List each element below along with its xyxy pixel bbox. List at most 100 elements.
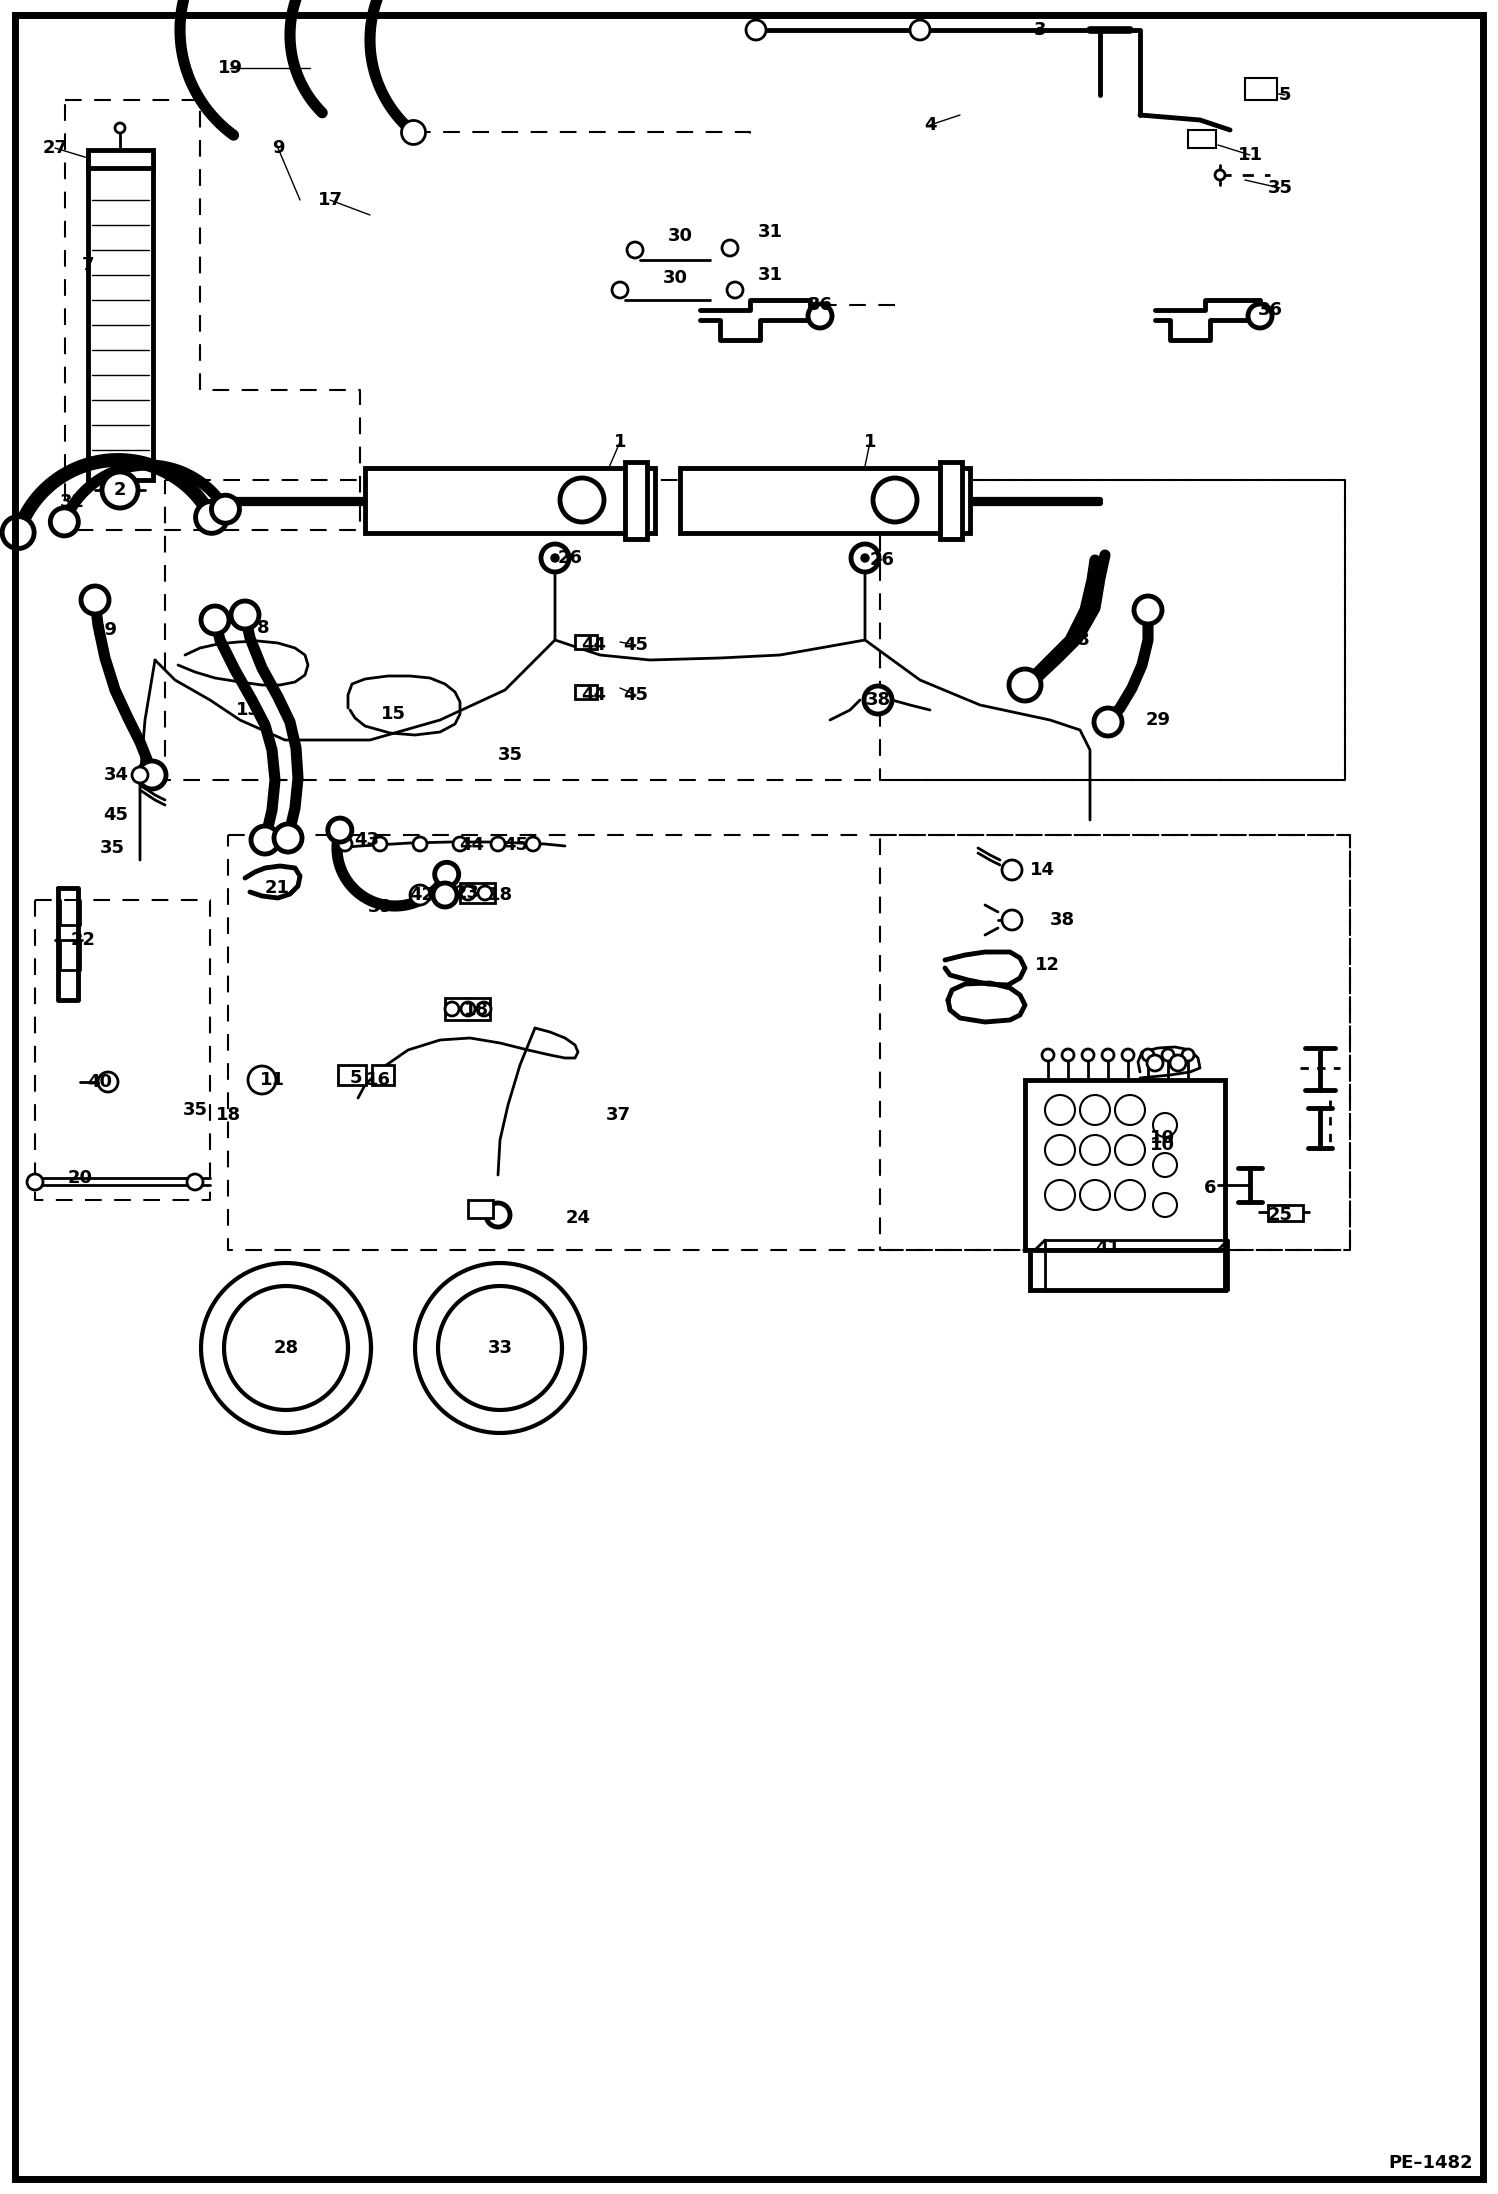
Circle shape	[115, 123, 124, 134]
Bar	[941, 463, 962, 540]
Text: 2: 2	[114, 480, 126, 498]
Circle shape	[102, 472, 138, 509]
Text: 10: 10	[1149, 1136, 1174, 1154]
Bar	[575, 685, 598, 700]
Text: 32: 32	[60, 494, 84, 511]
Circle shape	[51, 507, 78, 535]
Text: 30: 30	[668, 226, 692, 246]
Circle shape	[1103, 1049, 1115, 1062]
Bar	[445, 998, 490, 1020]
Text: 45: 45	[623, 687, 649, 704]
Circle shape	[27, 1174, 43, 1189]
Text: 11: 11	[259, 1071, 285, 1088]
Text: 28: 28	[274, 1338, 298, 1358]
Circle shape	[445, 1003, 458, 1016]
Text: 26: 26	[869, 551, 894, 568]
Text: 33: 33	[487, 1338, 512, 1358]
Circle shape	[1115, 1095, 1144, 1126]
Circle shape	[1122, 1049, 1134, 1062]
Text: 36: 36	[807, 296, 833, 314]
Circle shape	[1115, 1134, 1144, 1165]
Text: 20: 20	[67, 1169, 93, 1187]
Circle shape	[132, 768, 148, 783]
Text: 7: 7	[82, 257, 94, 274]
Circle shape	[476, 1003, 491, 1016]
Circle shape	[1115, 1180, 1144, 1211]
Text: 18: 18	[487, 886, 512, 904]
Text: 10: 10	[1149, 1130, 1174, 1147]
Circle shape	[727, 283, 743, 298]
Circle shape	[373, 836, 386, 851]
Circle shape	[722, 239, 739, 257]
Text: 41: 41	[1095, 1240, 1121, 1257]
Circle shape	[1046, 1134, 1076, 1165]
Text: 23: 23	[454, 884, 479, 902]
Circle shape	[1170, 1055, 1186, 1071]
Text: 45: 45	[503, 836, 529, 853]
Text: 44: 44	[581, 687, 607, 704]
Circle shape	[526, 836, 539, 851]
Text: 31: 31	[758, 265, 782, 283]
Text: 38: 38	[866, 691, 891, 709]
Circle shape	[1162, 1049, 1174, 1062]
Text: 19: 19	[217, 59, 243, 77]
Circle shape	[851, 544, 879, 573]
Text: 44: 44	[460, 836, 484, 853]
Circle shape	[1062, 1049, 1074, 1062]
Circle shape	[452, 836, 467, 851]
Text: 5: 5	[349, 1068, 363, 1086]
Text: 45: 45	[103, 805, 129, 825]
Circle shape	[138, 761, 166, 790]
Circle shape	[478, 886, 491, 900]
Circle shape	[485, 1202, 509, 1226]
Bar	[1188, 129, 1216, 147]
Bar	[1267, 1205, 1303, 1222]
Text: 31: 31	[758, 224, 782, 241]
Circle shape	[410, 884, 430, 904]
Circle shape	[81, 586, 109, 614]
Text: 16: 16	[366, 1071, 391, 1088]
Text: 6: 6	[1204, 1178, 1216, 1198]
Circle shape	[97, 1073, 118, 1093]
Circle shape	[541, 544, 569, 573]
Text: 35: 35	[497, 746, 523, 764]
Text: 1: 1	[614, 432, 626, 452]
Circle shape	[1080, 1180, 1110, 1211]
Text: 36: 36	[1257, 301, 1282, 318]
Text: 11: 11	[1237, 147, 1263, 165]
Circle shape	[864, 687, 891, 713]
Text: 21: 21	[265, 880, 289, 897]
Text: 18: 18	[216, 1106, 241, 1123]
Text: 18: 18	[463, 1000, 488, 1018]
Circle shape	[746, 20, 765, 39]
Circle shape	[807, 305, 831, 327]
Text: 3: 3	[1034, 22, 1046, 39]
Circle shape	[1002, 860, 1022, 880]
Bar	[339, 1064, 366, 1086]
Circle shape	[433, 882, 457, 906]
Bar	[366, 467, 655, 533]
Circle shape	[491, 836, 505, 851]
Text: 13: 13	[235, 702, 261, 720]
Text: 34: 34	[103, 766, 129, 783]
Text: 37: 37	[605, 1106, 631, 1123]
Text: 44: 44	[581, 636, 607, 654]
Circle shape	[1153, 1194, 1177, 1218]
Text: 35: 35	[1267, 180, 1293, 197]
Circle shape	[1153, 1112, 1177, 1136]
Text: 39: 39	[367, 897, 392, 917]
Circle shape	[231, 601, 259, 630]
Text: 4: 4	[924, 116, 936, 134]
Text: PE–1482: PE–1482	[1389, 2155, 1473, 2172]
Circle shape	[1182, 1049, 1194, 1062]
Circle shape	[909, 20, 930, 39]
Text: 27: 27	[42, 138, 67, 158]
Circle shape	[1043, 1049, 1055, 1062]
Circle shape	[201, 606, 229, 634]
Circle shape	[413, 836, 427, 851]
Bar	[680, 467, 971, 533]
Circle shape	[560, 478, 604, 522]
Circle shape	[211, 496, 240, 522]
Circle shape	[1082, 1049, 1094, 1062]
Text: 40: 40	[87, 1073, 112, 1090]
